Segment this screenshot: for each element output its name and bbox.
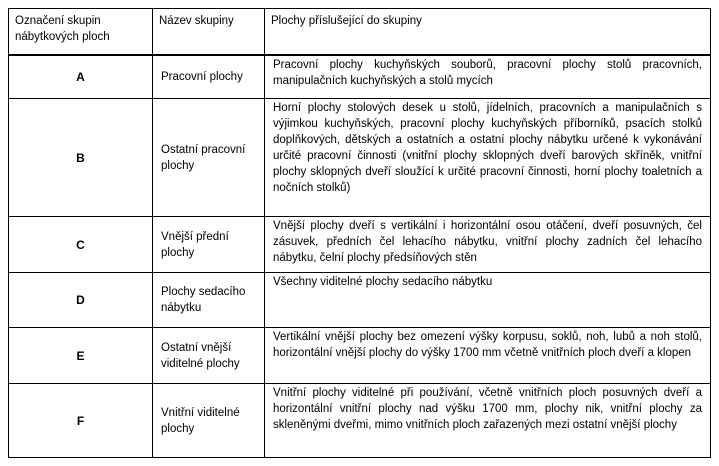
table-row: F Vnitřní viditelné plochy Vnitřní ploch… <box>8 383 711 458</box>
header-group-code: Označení skupin nábytkových ploch <box>8 8 153 55</box>
group-description: Horní plochy stolových desek u stolů, jí… <box>264 98 711 217</box>
group-code: F <box>8 383 153 458</box>
table-row: D Plochy sedacího nábytku Všechny vidite… <box>8 272 711 328</box>
table-row: B Ostatní pracovní plochy Horní plochy s… <box>8 98 711 217</box>
group-description: Vertikální vnější plochy bez omezení výš… <box>264 327 711 384</box>
furniture-surface-groups: Označení skupin nábytkových ploch Název … <box>8 8 711 458</box>
group-name: Vnitřní viditelné plochy <box>152 383 265 458</box>
group-description: Všechny viditelné plochy sedacího nábytk… <box>264 272 711 328</box>
group-code: E <box>8 327 153 384</box>
group-name: Ostatní vnější viditelné plochy <box>152 327 265 384</box>
group-description: Vnitřní plochy viditelné při používání, … <box>264 383 711 458</box>
group-code: B <box>8 98 153 217</box>
table-header-row: Označení skupin nábytkových ploch Název … <box>8 8 711 55</box>
header-group-name: Název skupiny <box>152 8 265 55</box>
group-name: Vnější přední plochy <box>152 216 265 273</box>
group-description: Vnější plochy dveří s vertikální i horiz… <box>264 216 711 273</box>
groups-table: Označení skupin nábytkových ploch Název … <box>8 8 711 458</box>
group-name: Plochy sedacího nábytku <box>152 272 265 328</box>
group-code: C <box>8 216 153 273</box>
group-description: Pracovní plochy kuchyňských souborů, pra… <box>264 54 711 99</box>
group-code: D <box>8 272 153 328</box>
table-row: A Pracovní plochy Pracovní plochy kuchyň… <box>8 54 711 99</box>
group-name: Ostatní pracovní plochy <box>152 98 265 217</box>
table-row: C Vnější přední plochy Vnější plochy dve… <box>8 216 711 273</box>
table-row: E Ostatní vnější viditelné plochy Vertik… <box>8 327 711 384</box>
header-group-surfaces: Plochy příslušející do skupiny <box>264 8 711 55</box>
group-code: A <box>8 54 153 99</box>
group-name: Pracovní plochy <box>152 54 265 99</box>
